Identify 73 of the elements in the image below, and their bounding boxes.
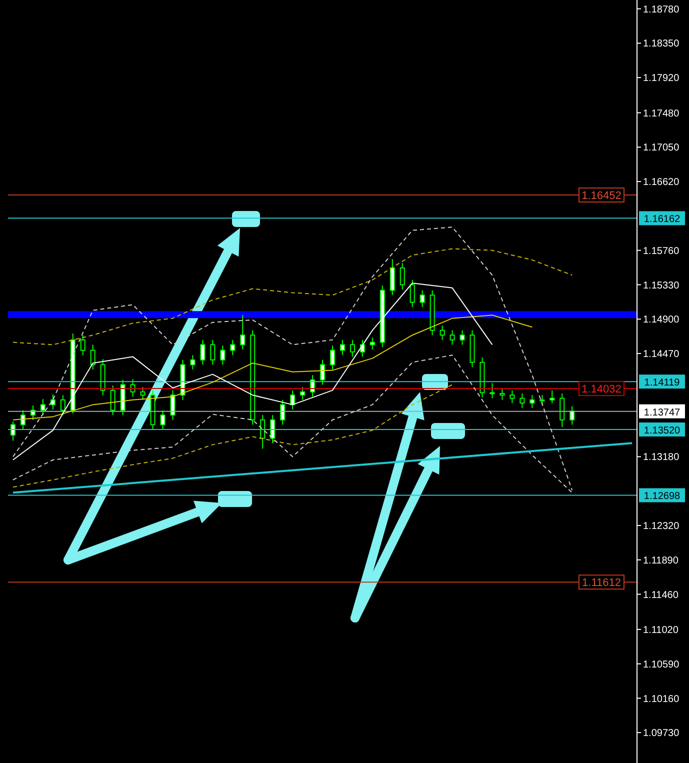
candlestick (520, 392, 525, 408)
y-tick-label: 1.18350 (643, 38, 680, 50)
candlestick (290, 390, 296, 410)
y-tick-label: 1.17920 (643, 73, 680, 84)
candlestick (220, 345, 226, 366)
y-tick-label: 1.12320 (643, 521, 680, 532)
candlestick (420, 290, 425, 308)
line-series (12, 314, 533, 420)
candlestick (110, 385, 116, 416)
candlestick (40, 398, 46, 416)
y-tick-label: 1.16620 (643, 177, 680, 188)
candlestick (170, 390, 176, 420)
candlestick (490, 382, 495, 399)
candlestick (280, 399, 286, 426)
y-tick-label: 1.17050 (643, 142, 680, 154)
y-tick-label: 1.11890 (643, 555, 679, 566)
y-tick-label: 1.14470 (643, 349, 680, 360)
ref-line-label: 1.14119 (644, 378, 680, 389)
y-tick-label: 1.09730 (643, 728, 680, 740)
y-tick-label: 1.10590 (643, 659, 680, 670)
candlestick (560, 392, 565, 428)
candlestick (510, 390, 515, 404)
candlestick (390, 258, 395, 296)
candlestick (450, 330, 455, 346)
y-tick-label: 1.17480 (643, 108, 680, 120)
candlestick (410, 279, 415, 308)
y-tick-label: 1.15330 (643, 280, 680, 292)
candlestick (270, 414, 276, 444)
candlestick (340, 339, 345, 356)
candlestick (500, 388, 505, 400)
candlestick (210, 339, 216, 366)
y-tick-label: 1.14900 (643, 314, 680, 326)
candlestick (530, 394, 535, 408)
candlestick (330, 345, 335, 370)
candlestick (240, 314, 246, 350)
candlestick (20, 410, 26, 430)
candlestick (190, 354, 196, 370)
line-series (12, 282, 493, 460)
y-tick-label: 1.10160 (643, 694, 680, 705)
y-tick-label: 1.11020 (643, 624, 679, 636)
candlestick (50, 394, 56, 410)
ref-line-label: 1.16452 (582, 190, 622, 202)
candlestick (350, 339, 355, 358)
y-tick-label: 1.11460 (643, 590, 679, 601)
candlestick (550, 390, 555, 404)
candlestick (130, 378, 136, 398)
candlestick (10, 420, 16, 442)
line-series (12, 248, 573, 346)
ref-line-label: 1.14032 (582, 384, 622, 396)
candlestick (460, 330, 465, 346)
candlestick (60, 394, 66, 416)
candlestick (370, 337, 375, 350)
candlestick (320, 359, 326, 386)
ref-line-label: 1.11612 (582, 577, 621, 590)
candlestick (230, 339, 236, 356)
candlestick (80, 334, 86, 356)
line-series (12, 384, 453, 488)
y-tick-label: 1.15760 (643, 246, 680, 257)
candlestick (440, 325, 445, 340)
y-tick-label: 1.18780 (643, 4, 680, 16)
ref-line-label: 1.13520 (644, 425, 681, 436)
candlestick (360, 339, 365, 358)
ref-line-label: 1.12698 (644, 491, 681, 502)
candlestick (300, 386, 306, 400)
ref-line-label: 1.13747 (644, 407, 681, 418)
candlestick (570, 406, 575, 426)
y-tick-label: 1.13180 (643, 452, 680, 464)
candlestick (400, 262, 405, 290)
candlestick (90, 344, 96, 370)
candlestick (160, 410, 166, 430)
candlestick (200, 339, 206, 366)
ref-line-label: 1.16162 (644, 214, 681, 226)
candlestick (140, 386, 146, 400)
